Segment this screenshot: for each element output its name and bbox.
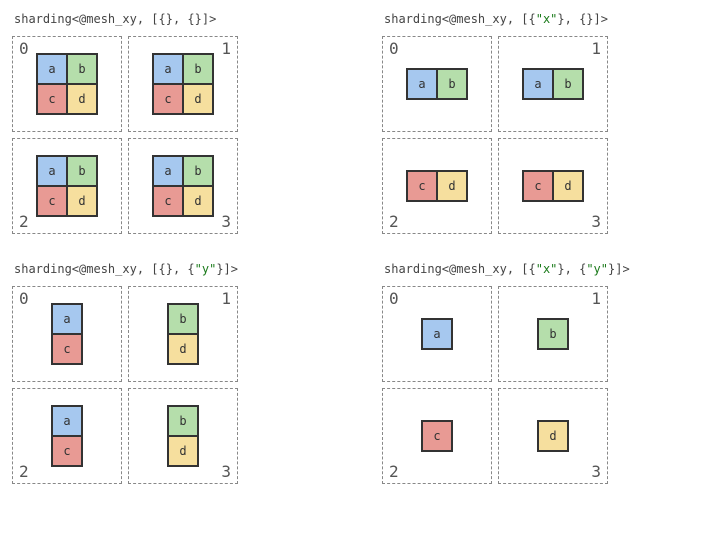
sharding-title: sharding<@mesh_xy, [{"x"}, {"y"}]> [384,262,692,276]
device-index: 2 [389,212,399,231]
tensor-shard-a: a [52,406,82,436]
tensor-block: d [537,420,569,452]
tensor-shard-b: b [183,54,213,84]
device-index: 1 [591,289,601,308]
tensor-shard-b: b [553,69,583,99]
tensor-shard-d: d [168,436,198,466]
sharding-case: sharding<@mesh_xy, [{}, {}]>0abcd1abcd2a… [12,12,322,234]
tensor-shard-c: c [407,171,437,201]
device-index: 0 [19,39,29,58]
device-mesh: 0ab1ab2cd3cd [382,36,692,234]
tensor-block: b [537,318,569,350]
tensor-block: abcd [36,53,98,115]
tensor-shard-b: b [183,156,213,186]
tensor-shard-a: a [153,54,183,84]
tensor-block: cd [522,170,584,202]
tensor-block: bd [167,303,199,365]
device-quadrant: 3 cd [498,138,608,234]
tensor-shard-c: c [52,334,82,364]
device-quadrant: 3d [498,388,608,484]
tensor-block: bd [167,405,199,467]
tensor-shard-b: b [437,69,467,99]
device-quadrant: 0abcd [12,36,122,132]
tensor-shard-a: a [37,54,67,84]
tensor-shard-d: d [553,171,583,201]
tensor-shard-b: b [538,319,568,349]
tensor-shard-a: a [422,319,452,349]
tensor-block: abcd [36,155,98,217]
device-index: 1 [591,39,601,58]
device-mesh: 0ac1bd2ac3bd [12,286,322,484]
device-index: 3 [591,462,601,481]
tensor-block: ab [522,68,584,100]
tensor-shard-c: c [523,171,553,201]
tensor-shard-b: b [67,156,97,186]
device-quadrant: 2cd [382,138,492,234]
tensor-shard-c: c [153,186,183,216]
device-quadrant: 3 abcd [128,138,238,234]
device-index: 3 [591,212,601,231]
tensor-block: ab [406,68,468,100]
tensor-shard-a: a [153,156,183,186]
tensor-shard-d: d [67,84,97,114]
sharding-case: sharding<@mesh_xy, [{"x"}, {"y"}]>0a1b2c… [382,262,692,484]
device-index: 0 [389,39,399,58]
sharding-title: sharding<@mesh_xy, [{}, {}]> [14,12,322,26]
tensor-shard-d: d [437,171,467,201]
device-index: 1 [221,289,231,308]
device-quadrant: 0ab [382,36,492,132]
sharding-case: sharding<@mesh_xy, [{"x"}, {}]>0ab1ab2cd… [382,12,692,234]
device-index: 2 [19,462,29,481]
device-quadrant: 0 ac [12,286,122,382]
device-index: 0 [389,289,399,308]
device-quadrant: 0a [382,286,492,382]
tensor-shard-c: c [52,436,82,466]
device-quadrant: 1 abcd [128,36,238,132]
tensor-shard-a: a [523,69,553,99]
device-quadrant: 2 abcd [12,138,122,234]
tensor-shard-d: d [183,84,213,114]
tensor-block: abcd [152,53,214,115]
tensor-shard-c: c [153,84,183,114]
tensor-shard-d: d [183,186,213,216]
tensor-shard-c: c [37,84,67,114]
tensor-block: a [421,318,453,350]
sharding-title: sharding<@mesh_xy, [{}, {"y"}]> [14,262,322,276]
device-index: 3 [221,462,231,481]
device-quadrant: 2c [382,388,492,484]
tensor-shard-d: d [538,421,568,451]
tensor-shard-a: a [52,304,82,334]
device-quadrant: 1b [498,286,608,382]
tensor-shard-b: b [168,406,198,436]
tensor-block: abcd [152,155,214,217]
tensor-shard-d: d [168,334,198,364]
diagram-grid: sharding<@mesh_xy, [{}, {}]>0abcd1abcd2a… [12,12,692,484]
sharding-case: sharding<@mesh_xy, [{}, {"y"}]>0ac1bd2ac… [12,262,322,484]
device-mesh: 0abcd1abcd2abcd3abcd [12,36,322,234]
tensor-shard-a: a [37,156,67,186]
device-quadrant: 3 bd [128,388,238,484]
device-index: 2 [389,462,399,481]
tensor-shard-c: c [37,186,67,216]
tensor-block: ac [51,303,83,365]
tensor-shard-b: b [67,54,97,84]
tensor-shard-d: d [67,186,97,216]
tensor-block: c [421,420,453,452]
tensor-block: cd [406,170,468,202]
tensor-block: ac [51,405,83,467]
device-quadrant: 1 ab [498,36,608,132]
tensor-shard-c: c [422,421,452,451]
device-index: 2 [19,212,29,231]
device-index: 3 [221,212,231,231]
device-quadrant: 2 ac [12,388,122,484]
sharding-title: sharding<@mesh_xy, [{"x"}, {}]> [384,12,692,26]
device-quadrant: 1 bd [128,286,238,382]
device-index: 0 [19,289,29,308]
device-index: 1 [221,39,231,58]
device-mesh: 0a1b2c3d [382,286,692,484]
tensor-shard-b: b [168,304,198,334]
tensor-shard-a: a [407,69,437,99]
